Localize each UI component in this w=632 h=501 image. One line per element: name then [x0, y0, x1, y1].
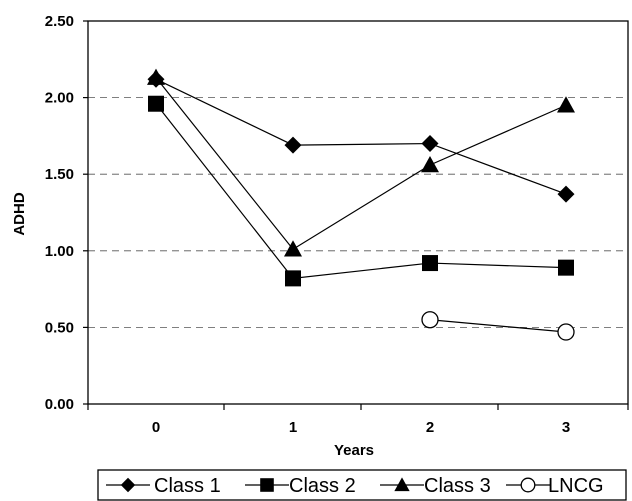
- series-line: [155, 78, 567, 195]
- legend-item: Class 1: [106, 475, 221, 497]
- y-tick-label: 2.50: [45, 13, 74, 30]
- circle-marker: [520, 477, 536, 493]
- square-marker: [260, 478, 274, 492]
- square-marker: [148, 95, 164, 112]
- series-group: [147, 68, 575, 341]
- y-tick-label: 0.50: [45, 319, 74, 336]
- y-tick-label: 1.50: [45, 166, 74, 183]
- x-axis-ticks: 0 1 2 3: [87, 404, 629, 436]
- diamond-marker: [120, 477, 136, 493]
- series-class-3: [147, 68, 575, 257]
- legend: Class 1 Class 2 Class 3 LNCG: [97, 469, 627, 501]
- diamond-marker: [421, 135, 439, 153]
- series-lncg: [421, 311, 575, 341]
- triangle-marker: [557, 96, 575, 113]
- legend-label: Class 1: [154, 475, 221, 497]
- triangle-marker: [284, 240, 302, 257]
- x-tick-label: 0: [152, 419, 160, 436]
- triangle-marker: [147, 68, 165, 85]
- triangle-marker: [394, 477, 410, 492]
- legend-label: Class 3: [424, 475, 491, 497]
- legend-item: Class 2: [245, 475, 356, 497]
- series-line: [155, 103, 567, 280]
- square-marker: [422, 255, 438, 272]
- series-line: [155, 77, 567, 251]
- legend-label: LNCG: [548, 475, 604, 497]
- plot-area: [87, 20, 629, 405]
- x-axis-title: Years: [334, 442, 374, 459]
- y-tick-label: 0.00: [45, 396, 74, 413]
- diamond-marker: [284, 136, 302, 154]
- x-tick-label: 3: [562, 419, 570, 436]
- y-axis-ticks: 0.00 0.50 1.00 1.50 2.00 2.50: [45, 13, 88, 413]
- grid-lines: [88, 97, 628, 328]
- triangle-marker: [421, 156, 439, 173]
- y-axis-title: ADHD: [11, 192, 28, 235]
- series-class-2: [148, 95, 574, 287]
- x-tick-label: 2: [426, 419, 434, 436]
- circle-marker: [421, 311, 439, 329]
- circle-marker: [557, 323, 575, 341]
- square-marker: [558, 259, 574, 276]
- x-tick-label: 1: [289, 419, 297, 436]
- legend-item: LNCG: [506, 475, 604, 497]
- legend-item: Class 3: [380, 475, 491, 497]
- series-class-1: [147, 70, 575, 203]
- legend-label: Class 2: [289, 475, 356, 497]
- square-marker: [285, 270, 301, 287]
- series-line: [429, 319, 567, 333]
- diamond-marker: [557, 185, 575, 203]
- y-tick-label: 1.00: [45, 243, 74, 260]
- y-tick-label: 2.00: [45, 90, 74, 107]
